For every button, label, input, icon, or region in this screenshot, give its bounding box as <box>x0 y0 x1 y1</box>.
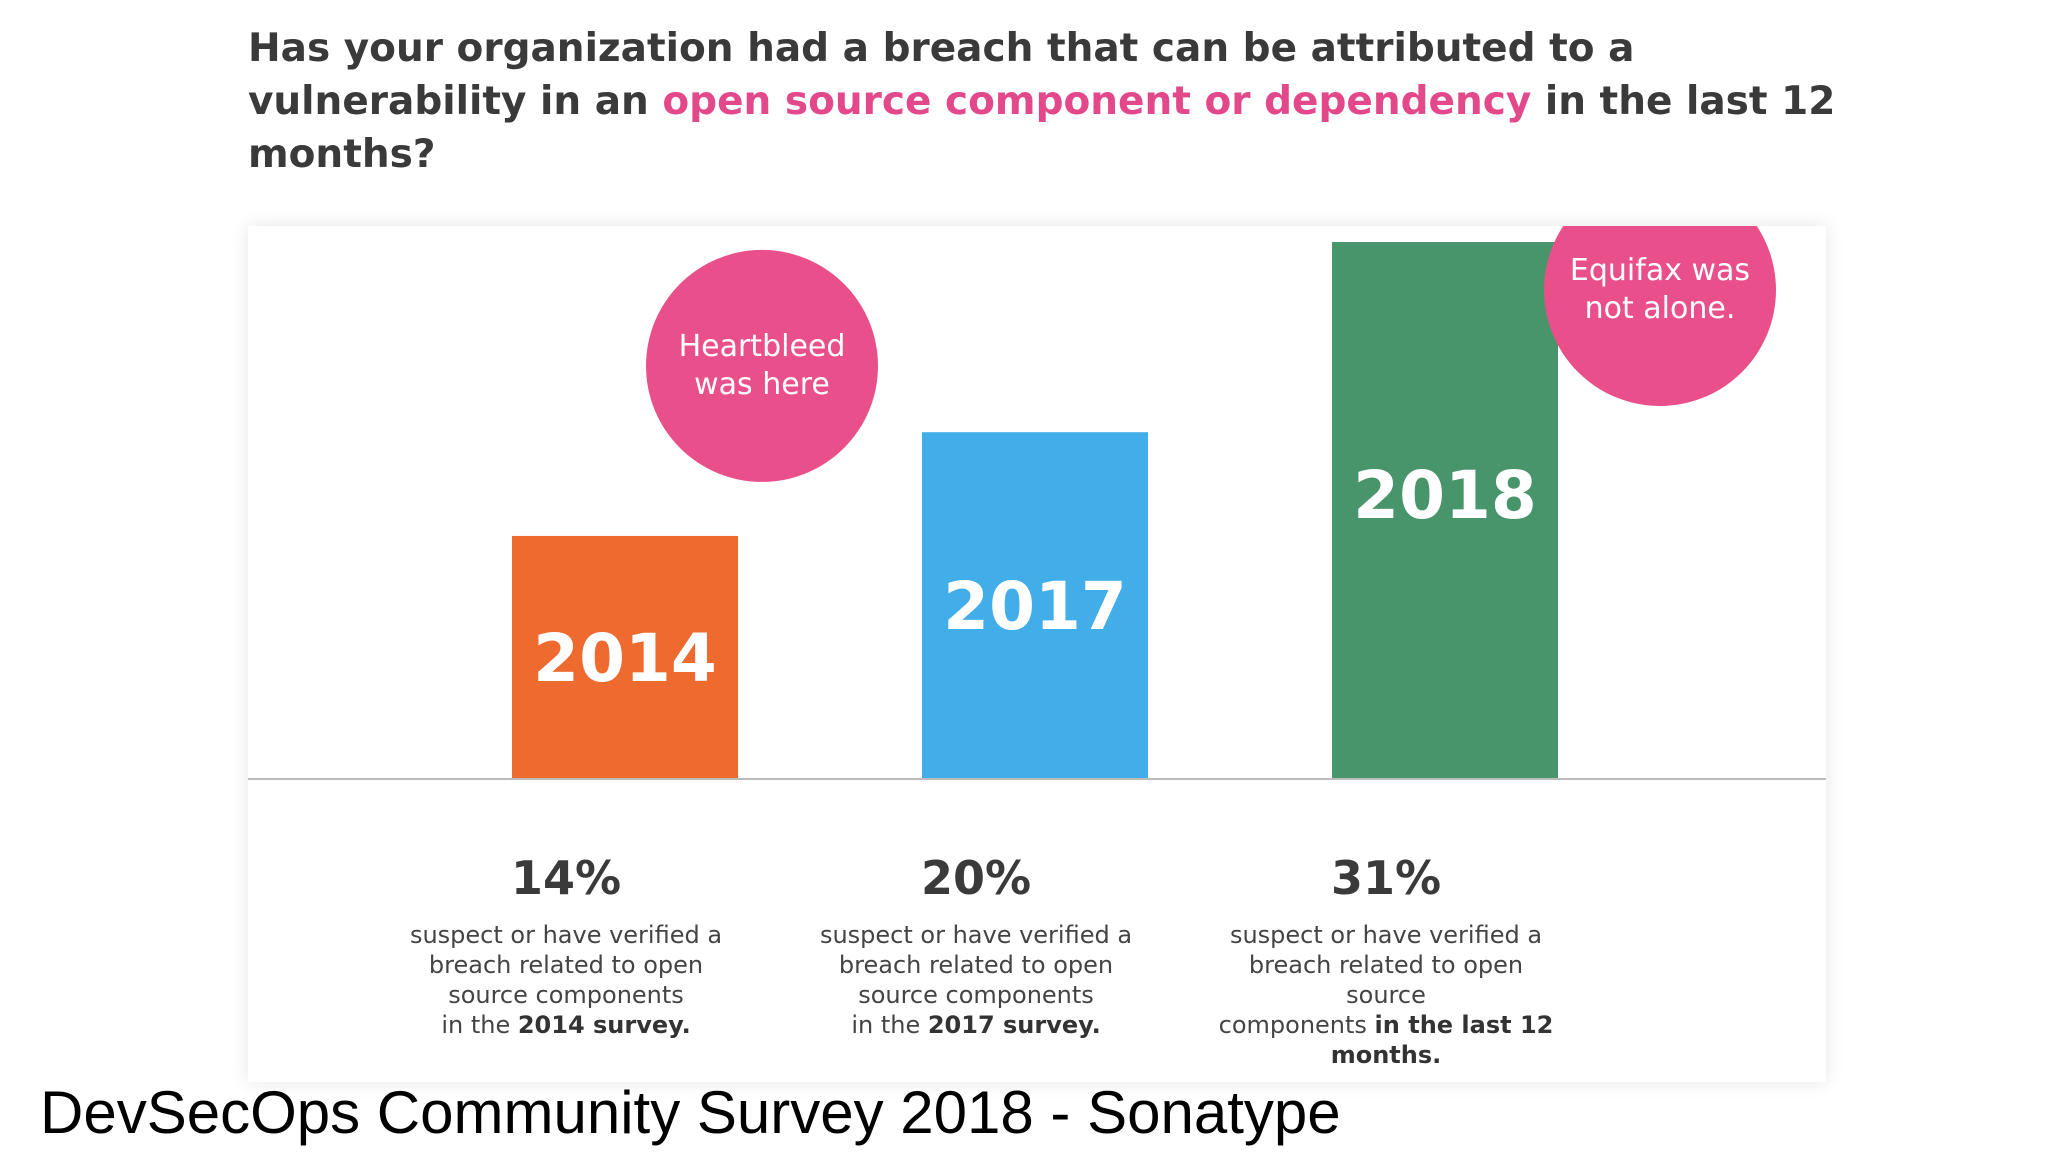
bar-2018 <box>1332 242 1558 778</box>
stat-tail-plain: in the <box>851 1011 928 1039</box>
chart-card: Heartbleed was here Equifax was not alone. 2… <box>248 226 1826 1082</box>
stat-tail-bold: 2017 survey. <box>927 1011 1101 1039</box>
question-highlight: open source component or dependency <box>662 79 1532 124</box>
stat-line: breach related to open <box>428 951 704 979</box>
question-part1: Has your organization had a breach that … <box>248 26 1635 124</box>
stat-description: suspect or have verified a breach relate… <box>796 920 1156 1040</box>
stat-line: breach related to open <box>838 951 1114 979</box>
stat-line: in the 2017 survey. <box>796 1010 1156 1040</box>
stat-tail-plain: in the <box>441 1011 518 1039</box>
bar-label-2014: 2014 <box>533 620 717 697</box>
annotation-text: Equifax was <box>1570 253 1750 288</box>
bar-label-2018: 2018 <box>1353 457 1537 534</box>
stat-line: components in the last 12 <box>1206 1010 1566 1040</box>
annotation-bubble-2018 <box>1544 226 1776 406</box>
stat-percent: 14% <box>510 851 622 905</box>
stat-2017: 20% suspect or have verified a breach re… <box>796 848 1156 1040</box>
source-caption: DevSecOps Community Survey 2018 - Sonaty… <box>40 1079 1341 1146</box>
question-part2: in the last 12 months? <box>248 79 1836 177</box>
bar-2014 <box>512 535 738 778</box>
stat-2014: 14% suspect or have verified a breach re… <box>386 848 746 1040</box>
annotation-bubble-2014 <box>646 249 878 482</box>
annotation-text: Heartbleed <box>679 329 846 364</box>
stat-last-bold: months. <box>1330 1041 1442 1069</box>
bar-2017 <box>922 432 1148 778</box>
stat-line: suspect or have verified a <box>409 921 723 949</box>
stat-line: suspect or have verified a <box>819 921 1133 949</box>
stat-percent: 31% <box>1330 851 1442 905</box>
stat-tail-bold: in the last 12 <box>1374 1011 1554 1039</box>
stat-tail-bold: 2014 survey. <box>517 1011 691 1039</box>
stat-percent: 20% <box>920 851 1032 905</box>
stat-line: source components <box>858 981 1094 1009</box>
stat-description: suspect or have verified a breach relate… <box>1206 920 1566 1070</box>
stat-line: in the 2014 survey. <box>386 1010 746 1040</box>
stat-line: months. <box>1206 1040 1566 1070</box>
bar-label-2017: 2017 <box>943 568 1127 645</box>
stat-tail-plain: components <box>1218 1011 1375 1039</box>
question-title: Has your organization had a breach that … <box>248 22 1848 181</box>
stat-description: suspect or have verified a breach relate… <box>386 920 746 1040</box>
stat-line: breach related to open source <box>1248 951 1524 1009</box>
stat-line: source components <box>448 981 684 1009</box>
stat-2018: 31% suspect or have verified a breach re… <box>1206 848 1566 1070</box>
annotation-text: not alone. <box>1585 291 1736 326</box>
annotation-text: was here <box>694 367 830 402</box>
stat-line: suspect or have verified a <box>1229 921 1543 949</box>
